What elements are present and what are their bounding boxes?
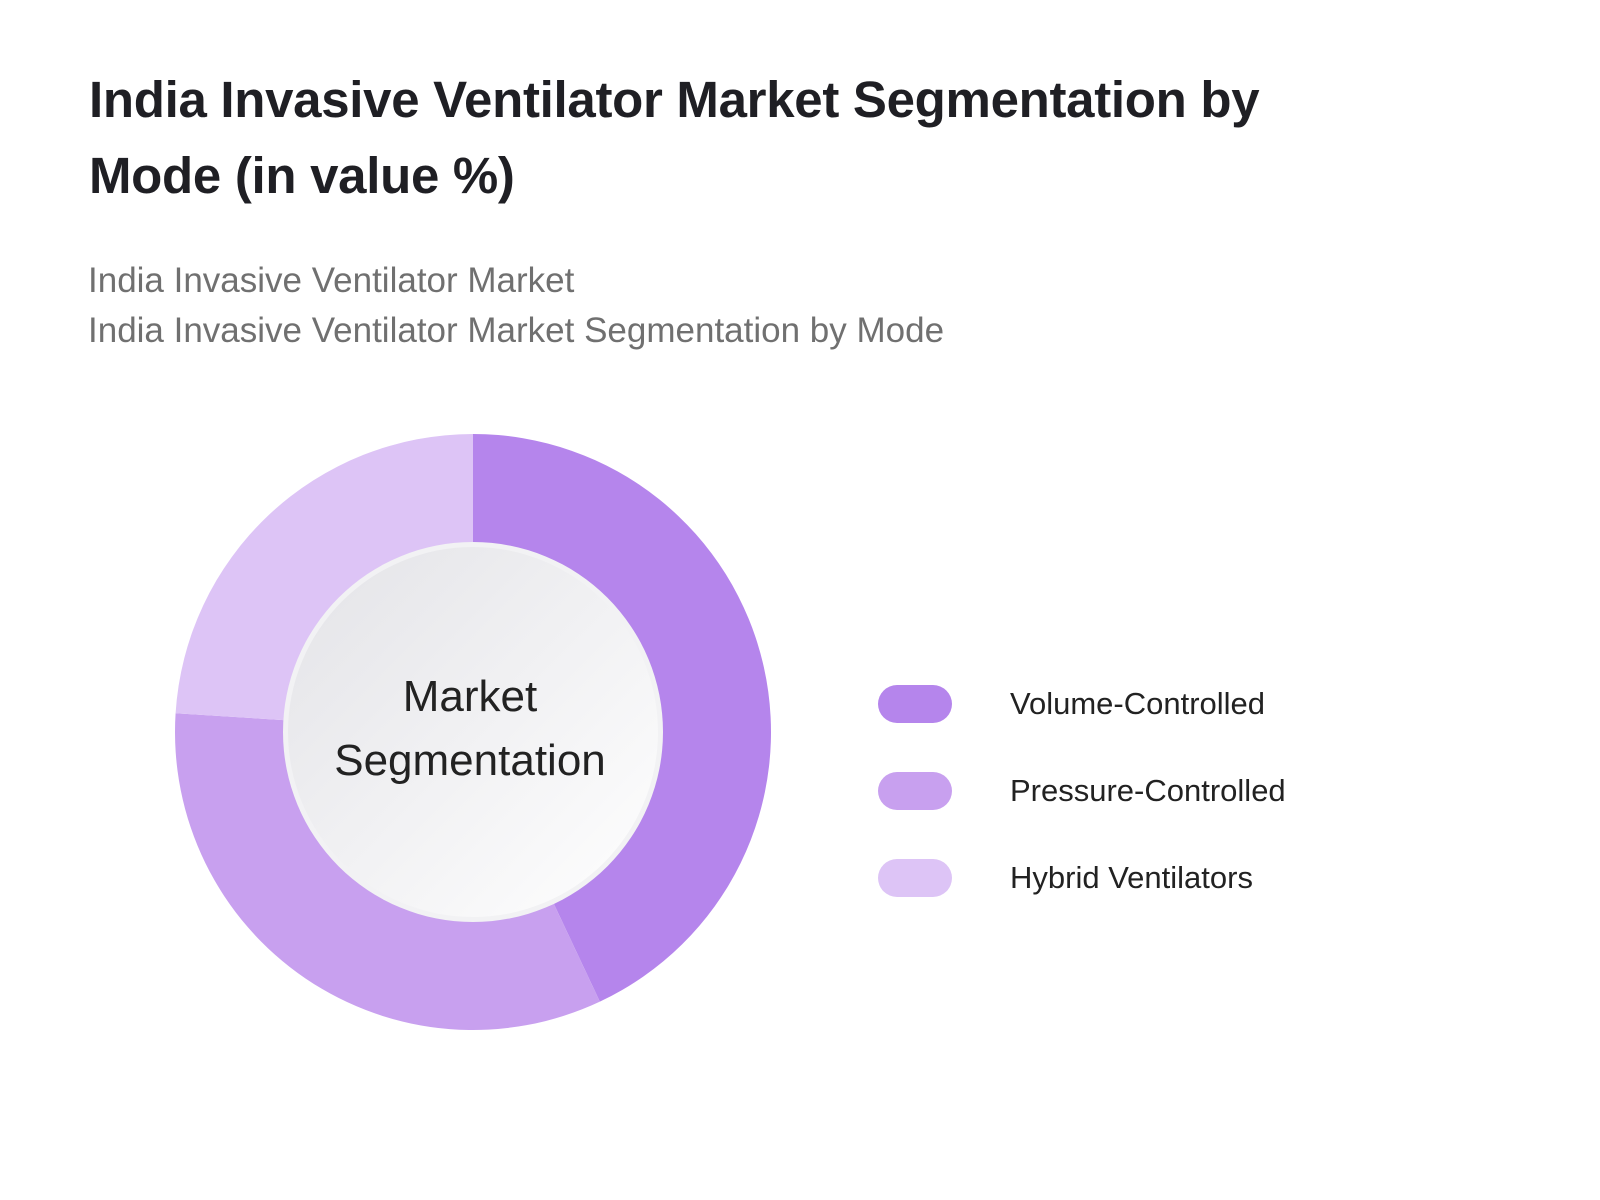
center-label-line-1: Market xyxy=(402,672,538,721)
chart-subtitle: India Invasive Ventilator Market India I… xyxy=(88,256,944,356)
legend-swatch xyxy=(878,684,952,723)
legend-item-hybrid-ventilators: Hybrid Ventilators xyxy=(878,834,1286,921)
center-label-line-2: Segmentation xyxy=(334,736,606,785)
legend-label: Volume-Controlled xyxy=(1010,685,1266,721)
subtitle-line-2: India Invasive Ventilator Market Segment… xyxy=(88,311,945,350)
donut-center-label: Market Segmentation xyxy=(310,665,630,793)
subtitle-line-1: India Invasive Ventilator Market xyxy=(88,261,575,300)
chart-title: India Invasive Ventilator Market Segment… xyxy=(89,71,1260,204)
legend-swatch xyxy=(878,858,952,897)
donut-center-disc xyxy=(288,547,658,917)
donut-slice-pressure-controlled xyxy=(175,713,600,1030)
legend-item-volume-controlled: Volume-Controlled xyxy=(878,660,1286,747)
legend-item-pressure-controlled: Pressure-Controlled xyxy=(878,747,1286,834)
legend-swatch xyxy=(878,771,952,810)
legend-label: Pressure-Controlled xyxy=(1010,772,1286,808)
donut-slices xyxy=(175,434,771,1030)
donut-slice-volume-controlled xyxy=(473,434,771,1002)
donut-slice-hybrid-ventilators xyxy=(175,434,474,721)
chart-legend: Volume-Controlled Pressure-Controlled Hy… xyxy=(878,660,1286,921)
legend-label: Hybrid Ventilators xyxy=(1010,859,1253,895)
